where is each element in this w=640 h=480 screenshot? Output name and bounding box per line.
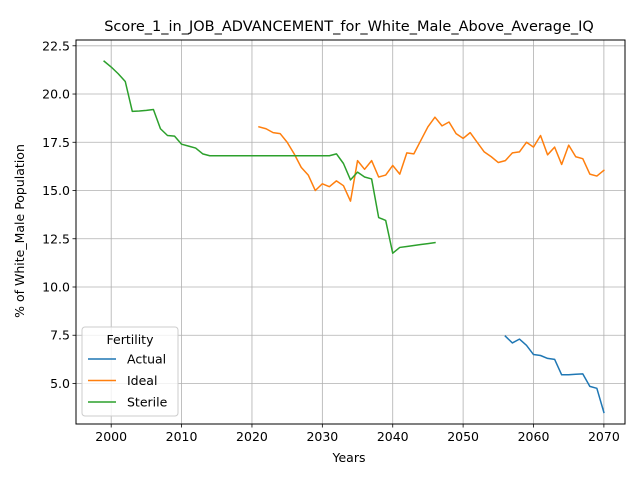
series-line-ideal [258,116,605,202]
grid [76,40,625,424]
series-line-sterile [103,60,436,254]
legend-box [81,326,179,417]
y-axis-label: % of White_Male Population [12,144,27,318]
legend: Fertility Actual Ideal Sterile [81,326,179,417]
x-tick-label: 2070 [588,429,620,444]
series-line-actual [504,335,605,414]
y-tick-label: 10.0 [42,279,70,294]
legend-label-actual: Actual [127,352,166,367]
legend-title: Fertility [107,332,155,347]
legend-entries: Actual Ideal Sterile [88,352,168,410]
y-tick-label: 22.5 [42,38,70,53]
y-tick-label: 12.5 [42,231,70,246]
legend-label-ideal: Ideal [127,373,157,388]
y-tick-label: 7.5 [50,328,70,343]
x-tick-label: 2000 [95,429,127,444]
x-tick-label: 2040 [377,429,409,444]
x-tick-label: 2020 [236,429,268,444]
series-layer [103,60,605,414]
x-tick-label: 2060 [518,429,550,444]
x-tick-label: 2050 [447,429,479,444]
x-axis-label: Years [332,450,366,465]
plot-frame [75,39,626,425]
y-tick-label: 20.0 [42,87,70,102]
legend-label-sterile: Sterile [127,395,168,410]
axis-ticks: 2000 2010 2020 2030 2040 2050 2060 2070 5.0 7.5 10… [42,38,620,444]
y-tick-label: 17.5 [42,135,70,150]
y-tick-label: 15.0 [42,183,70,198]
x-tick-label: 2010 [166,429,198,444]
chart-title: Score_1_in_JOB_ADVANCEMENT_for_White_Mal… [104,19,594,35]
y-tick-label: 5.0 [50,376,70,391]
x-tick-label: 2030 [306,429,338,444]
